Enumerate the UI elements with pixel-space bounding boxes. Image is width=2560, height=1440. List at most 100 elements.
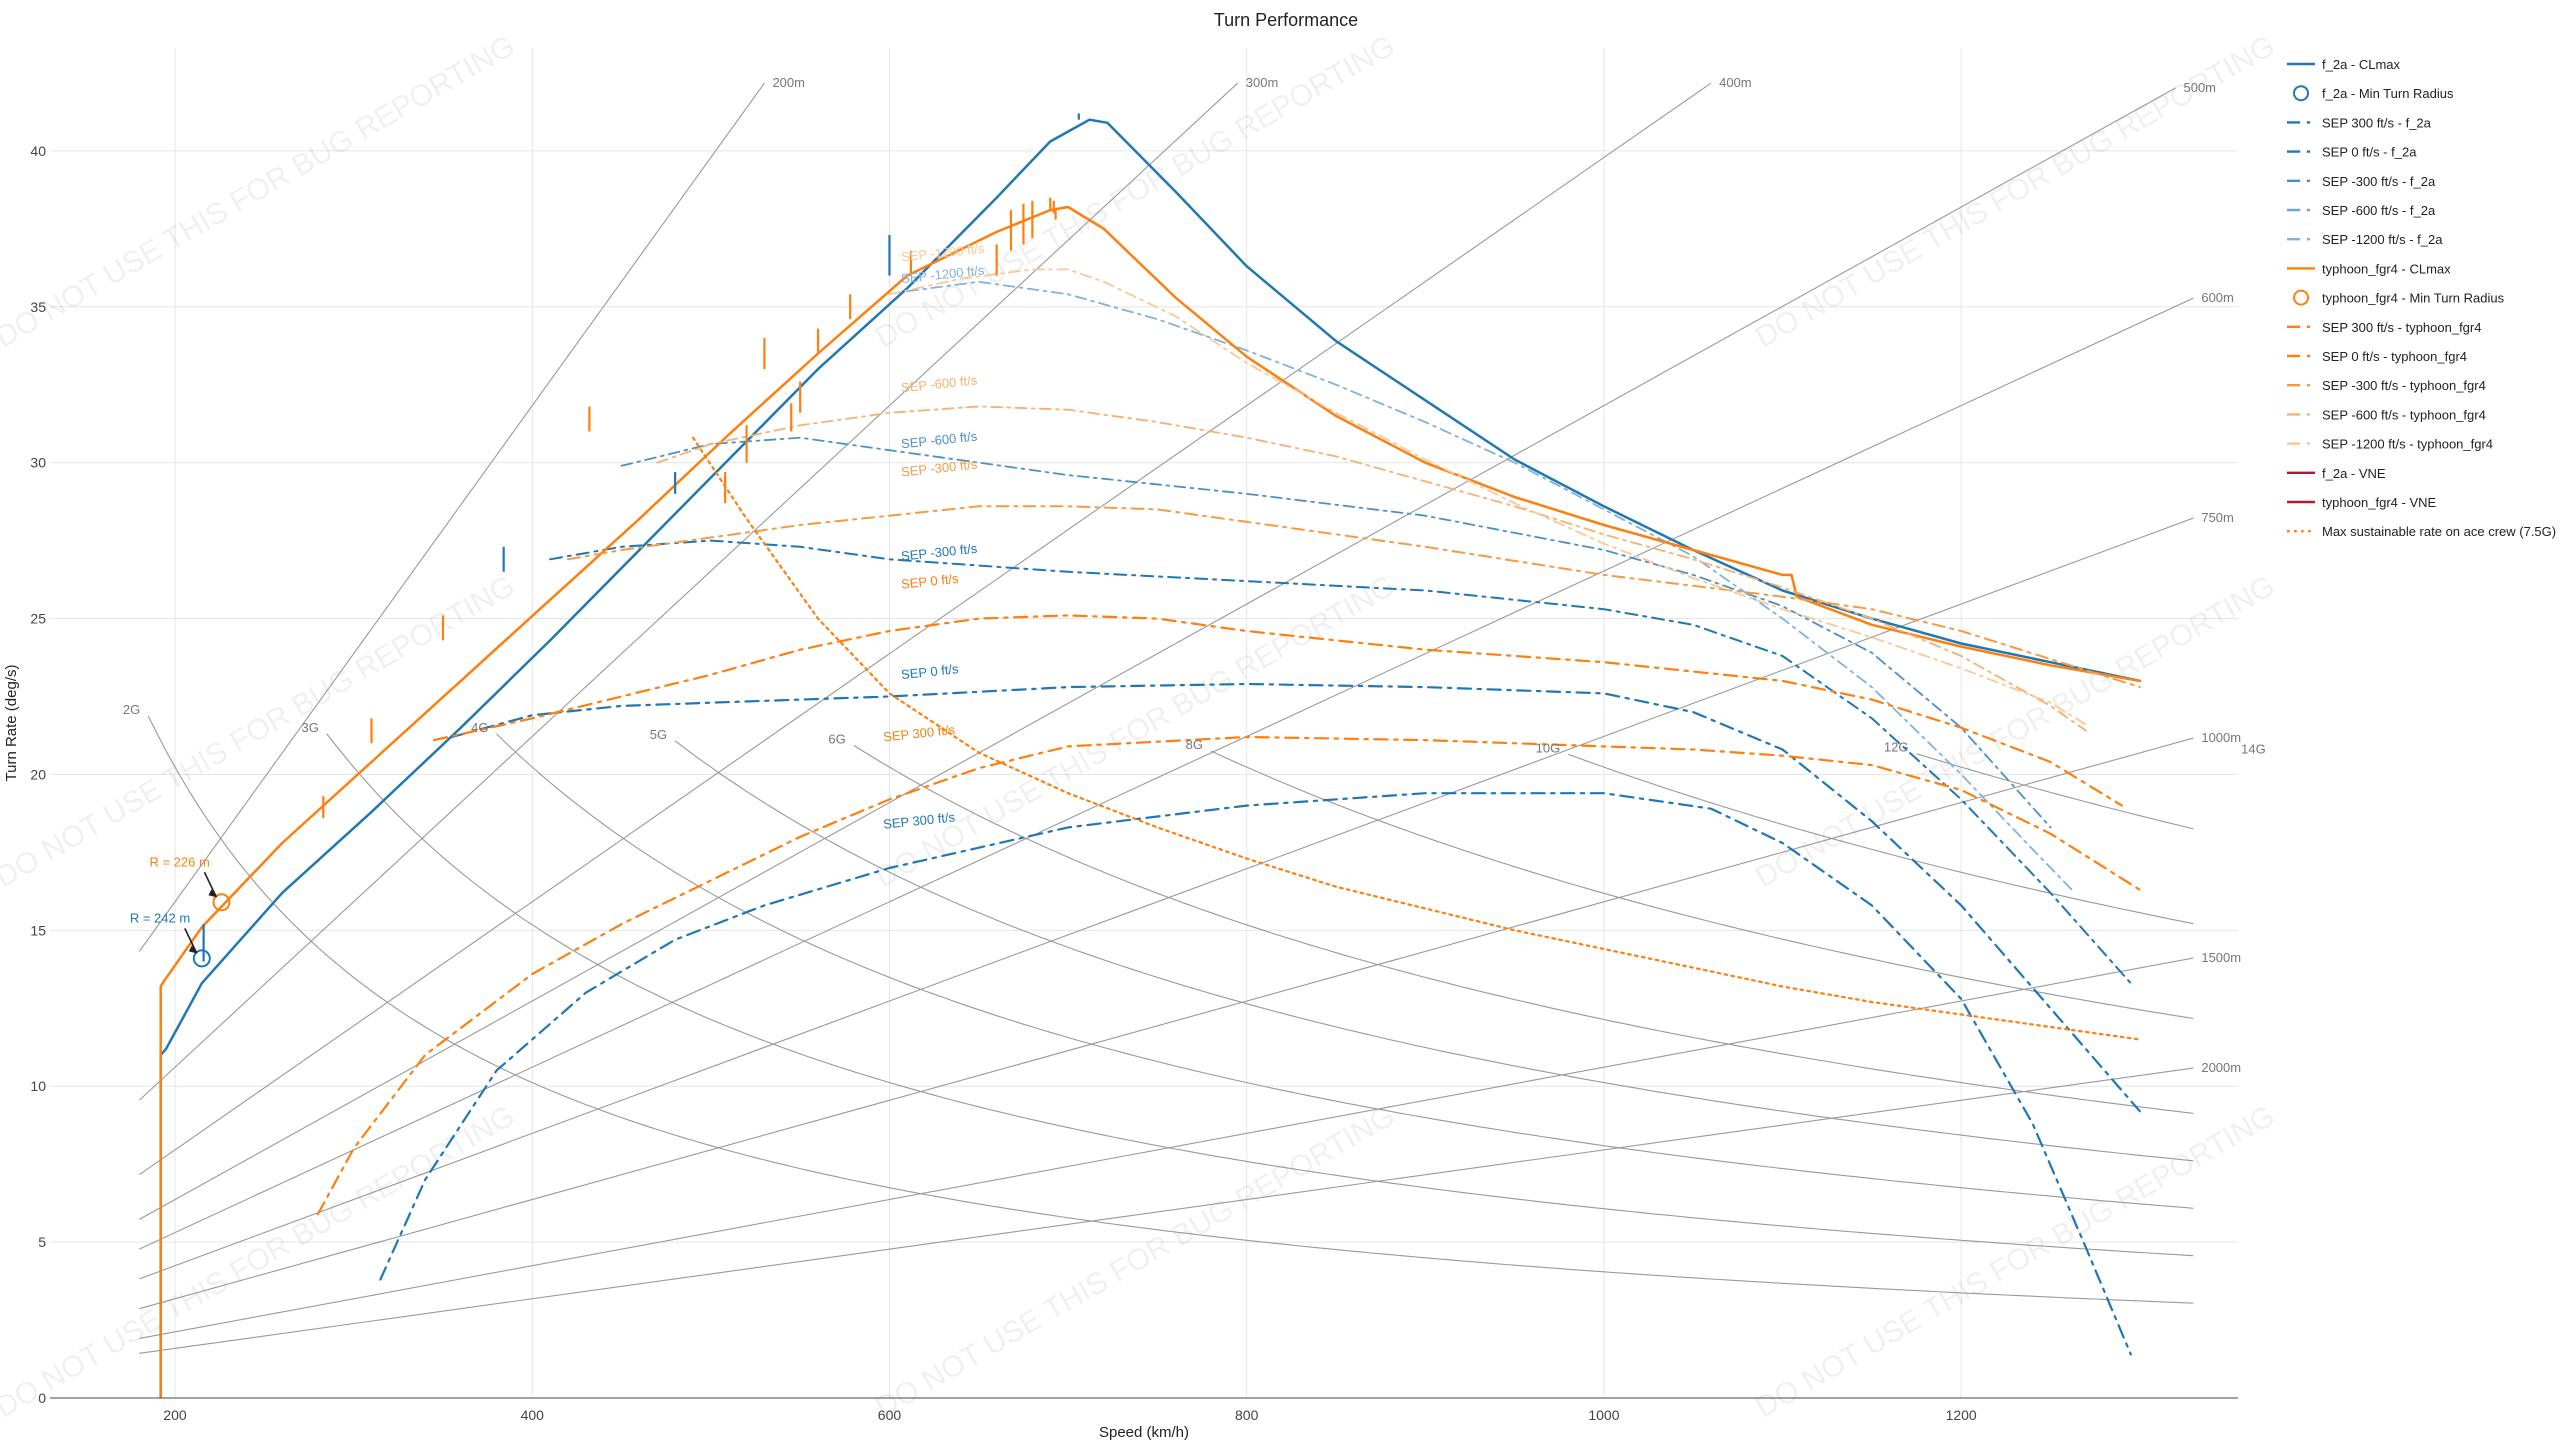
legend-label: f_2a - VNE <box>2322 466 2386 481</box>
x-tick-label: 1200 <box>1946 1407 1977 1423</box>
series-line <box>656 405 2088 732</box>
g-isoline <box>326 733 2194 1257</box>
y-tick-label: 40 <box>30 143 46 159</box>
legend-item[interactable]: SEP 300 ft/s - f_2a <box>2287 115 2432 130</box>
radius-isoline-label: 1000m <box>2201 730 2241 745</box>
radius-isoline <box>139 87 2176 1220</box>
legend-item[interactable]: f_2a - VNE <box>2287 466 2386 481</box>
g-isoline <box>1916 753 2194 830</box>
legend-item[interactable]: SEP -300 ft/s - typhoon_fgr4 <box>2287 378 2486 393</box>
legend-item[interactable]: f_2a - CLmax <box>2287 57 2401 72</box>
g-isoline <box>496 733 2194 1209</box>
legend-label: SEP -1200 ft/s - typhoon_fgr4 <box>2322 437 2493 452</box>
legend-label: SEP 0 ft/s - f_2a <box>2322 145 2417 160</box>
chart-title: Turn Performance <box>1214 10 1358 30</box>
min-turn-radius-marker <box>192 949 211 968</box>
g-isoline <box>1568 753 2194 925</box>
y-tick-label: 25 <box>30 611 46 627</box>
y-tick-label: 15 <box>30 922 46 938</box>
legend-item[interactable]: SEP -300 ft/s - f_2a <box>2287 174 2436 189</box>
legend-label: f_2a - Min Turn Radius <box>2322 86 2454 101</box>
legend-item[interactable]: SEP 0 ft/s - typhoon_fgr4 <box>2287 349 2467 364</box>
series-line <box>691 436 2141 1041</box>
legend-label: f_2a - CLmax <box>2322 57 2401 72</box>
g-isoline-label: 6G <box>828 731 845 746</box>
radius-isoline-label: 200m <box>772 75 805 90</box>
legend-item[interactable]: typhoon_fgr4 - VNE <box>2287 495 2437 510</box>
legend-item[interactable]: SEP -1200 ft/s - typhoon_fgr4 <box>2287 437 2493 452</box>
g-isoline-label: 14G <box>2241 742 2266 757</box>
series-line <box>888 268 2088 726</box>
legend-label: typhoon_fgr4 - CLmax <box>2322 261 2451 276</box>
axes: 200 400 600 800 1000 1200 0 5 10 15 20 25 30 35 40 <box>30 143 2238 1423</box>
radius-isoline-label: 2000m <box>2201 1060 2241 1075</box>
legend-label: SEP -300 ft/s - typhoon_fgr4 <box>2322 378 2486 393</box>
legend-label: Max sustainable rate on ace crew (7.5G) <box>2322 524 2556 539</box>
x-tick-label: 400 <box>521 1407 545 1423</box>
y-tick-label: 30 <box>30 455 46 471</box>
legend-item[interactable]: SEP -600 ft/s - typhoon_fgr4 <box>2287 407 2486 422</box>
x-axis-title: Speed (km/h) <box>1099 1424 1189 1440</box>
g-isoline-label: 3G <box>302 720 319 735</box>
radius-isoline <box>138 82 1239 1101</box>
g-isoline-label: 5G <box>650 727 667 742</box>
legend-label: typhoon_fgr4 - VNE <box>2322 495 2437 510</box>
radius-isoline <box>139 957 2194 1339</box>
series-line <box>159 118 2142 1398</box>
x-tick-label: 200 <box>163 1407 187 1423</box>
y-tick-label: 0 <box>38 1390 46 1406</box>
y-tick-label: 35 <box>30 299 46 315</box>
legend-item[interactable]: f_2a - Min Turn Radius <box>2293 85 2454 102</box>
radius-isoline-label: 1500m <box>2201 950 2241 965</box>
min-turn-radius-marker <box>212 893 231 912</box>
legend-item[interactable]: Max sustainable rate on ace crew (7.5G) <box>2287 524 2556 539</box>
legend-item[interactable]: SEP 0 ft/s - f_2a <box>2287 145 2417 160</box>
radius-isoline-label: 600m <box>2201 290 2234 305</box>
g-isoline-label: 12G <box>1884 740 1909 755</box>
radius-isoline <box>139 297 2194 1250</box>
x-tick-label: 1000 <box>1588 1407 1619 1423</box>
legend[interactable]: f_2a - CLmax f_2a - Min Turn Radius SEP 30… <box>2287 57 2556 539</box>
legend-label: SEP 300 ft/s - typhoon_fgr4 <box>2322 320 2481 335</box>
y-tick-label: 10 <box>30 1078 46 1094</box>
g-isoline-label: 4G <box>471 720 488 735</box>
annotation-arrow <box>203 871 218 898</box>
min-radius-annotation: R = 242 m <box>130 910 190 925</box>
legend-item[interactable]: SEP 300 ft/s - typhoon_fgr4 <box>2287 320 2481 335</box>
g-isoline <box>147 715 2194 1304</box>
legend-item[interactable]: typhoon_fgr4 - Min Turn Radius <box>2293 289 2505 306</box>
annotation-arrow <box>184 928 198 954</box>
series-line <box>432 614 2123 807</box>
radius-isoline <box>138 82 1712 1176</box>
radius-isoline <box>138 82 765 952</box>
legend-item[interactable]: SEP -1200 ft/s - f_2a <box>2287 232 2443 247</box>
radius-isoline <box>139 517 2194 1280</box>
g-isoline <box>1210 750 2194 1020</box>
series-line <box>316 735 2141 1216</box>
sep-curve-label: SEP 0 ft/s <box>900 661 959 682</box>
series-line <box>906 280 2073 891</box>
series-line <box>379 792 2132 1356</box>
g-isoline <box>853 744 2194 1114</box>
radius-isoline-label: 300m <box>1246 75 1279 90</box>
x-tick-label: 800 <box>1235 1407 1259 1423</box>
isolines <box>138 82 2194 1354</box>
g-isoline-label: 8G <box>1186 737 1203 752</box>
legend-swatch <box>2293 85 2309 102</box>
legend-label: typhoon_fgr4 - Min Turn Radius <box>2322 291 2505 306</box>
series-line <box>620 436 2052 829</box>
g-isoline-label: 2G <box>123 702 140 717</box>
series <box>159 113 2142 1398</box>
g-isoline-label: 10G <box>1536 740 1561 755</box>
series-line <box>549 539 2132 985</box>
legend-label: SEP -600 ft/s - f_2a <box>2322 203 2436 218</box>
legend-label: SEP -600 ft/s - typhoon_fgr4 <box>2322 407 2486 422</box>
y-tick-label: 20 <box>30 766 46 782</box>
y-tick-label: 5 <box>38 1234 46 1250</box>
legend-item[interactable]: typhoon_fgr4 - CLmax <box>2287 261 2451 276</box>
series-line <box>159 205 2142 1398</box>
radius-isoline <box>139 1067 2194 1354</box>
legend-item[interactable]: SEP -600 ft/s - f_2a <box>2287 203 2436 218</box>
legend-label: SEP 300 ft/s - f_2a <box>2322 115 2432 130</box>
